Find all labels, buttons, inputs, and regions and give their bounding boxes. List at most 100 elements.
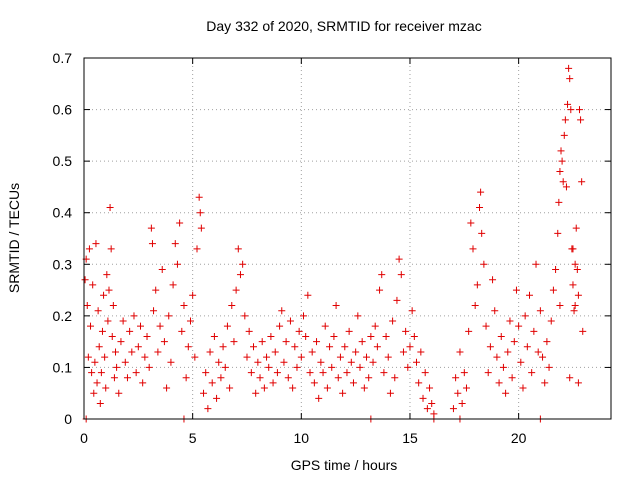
data-point <box>182 374 190 382</box>
data-point <box>419 394 427 402</box>
data-point <box>569 245 577 253</box>
data-point <box>534 348 542 356</box>
data-point <box>402 327 410 335</box>
data-point <box>386 389 394 397</box>
data-point <box>263 353 271 361</box>
data-point <box>223 322 231 330</box>
data-point <box>530 327 538 335</box>
data-point <box>382 332 390 340</box>
data-point <box>115 389 123 397</box>
data-point <box>84 353 92 361</box>
data-point <box>110 374 118 382</box>
data-point <box>456 348 464 356</box>
data-point <box>247 369 255 377</box>
data-point <box>97 369 105 377</box>
data-point <box>462 384 470 392</box>
data-point <box>499 363 507 371</box>
data-point <box>83 302 91 310</box>
data-point <box>473 281 481 289</box>
data-point <box>141 353 149 361</box>
data-point <box>269 379 277 387</box>
y-tick-label: 0 <box>64 411 72 427</box>
data-point <box>150 307 158 315</box>
data-point <box>245 327 253 335</box>
data-point <box>90 389 98 397</box>
data-point <box>341 343 349 351</box>
data-point <box>202 369 210 377</box>
data-point <box>265 363 273 371</box>
data-point <box>552 265 560 273</box>
data-point <box>510 338 518 346</box>
data-point <box>521 312 529 320</box>
data-point <box>367 332 375 340</box>
data-point <box>208 379 216 387</box>
data-point <box>363 353 371 361</box>
data-point <box>167 358 175 366</box>
data-point <box>156 322 164 330</box>
data-point <box>528 369 536 377</box>
data-point <box>506 317 514 325</box>
data-point <box>91 358 99 366</box>
data-point <box>87 322 95 330</box>
data-point <box>406 343 414 351</box>
data-point <box>571 260 579 268</box>
data-point <box>258 338 266 346</box>
data-point <box>295 327 303 335</box>
data-point <box>328 363 336 371</box>
data-point <box>449 405 457 413</box>
data-point <box>219 343 227 351</box>
data-point <box>230 338 238 346</box>
data-point <box>334 374 342 382</box>
data-point <box>273 369 281 377</box>
data-point <box>326 343 334 351</box>
data-point <box>323 384 331 392</box>
data-point <box>302 332 310 340</box>
x-tick-label: 10 <box>294 430 310 446</box>
data-point <box>282 338 290 346</box>
data-point <box>197 224 205 232</box>
data-point <box>471 302 479 310</box>
y-tick-label: 0.5 <box>53 153 73 169</box>
data-point <box>106 204 114 212</box>
data-point <box>200 389 208 397</box>
data-point <box>380 369 388 377</box>
data-point <box>308 348 316 356</box>
data-point <box>575 106 583 114</box>
data-point <box>92 240 100 248</box>
data-point <box>234 245 242 253</box>
data-point <box>358 338 366 346</box>
data-point <box>178 327 186 335</box>
data-point <box>399 348 407 356</box>
data-point <box>109 302 117 310</box>
data-point <box>574 379 582 387</box>
data-point <box>169 281 177 289</box>
data-point <box>85 245 93 253</box>
data-point <box>119 317 127 325</box>
data-point <box>254 358 262 366</box>
data-point <box>336 353 344 361</box>
y-tick-label: 0.3 <box>53 256 73 272</box>
data-point <box>204 405 212 413</box>
data-point <box>569 281 577 289</box>
data-point <box>101 353 109 361</box>
data-point <box>148 240 156 248</box>
data-point <box>554 229 562 237</box>
data-point <box>158 265 166 273</box>
data-point <box>352 348 360 356</box>
data-point <box>250 343 258 351</box>
data-point <box>545 363 553 371</box>
data-point <box>560 131 568 139</box>
data-point <box>393 296 401 304</box>
data-point <box>373 343 381 351</box>
x-axis-label: GPS time / hours <box>291 457 398 473</box>
data-point <box>108 332 116 340</box>
data-point <box>134 343 142 351</box>
data-point <box>567 106 575 114</box>
data-point <box>126 327 134 335</box>
data-point <box>559 178 567 186</box>
data-point <box>562 183 570 191</box>
data-point <box>103 271 111 279</box>
data-point <box>458 400 466 408</box>
data-point <box>469 245 477 253</box>
data-point <box>573 265 581 273</box>
